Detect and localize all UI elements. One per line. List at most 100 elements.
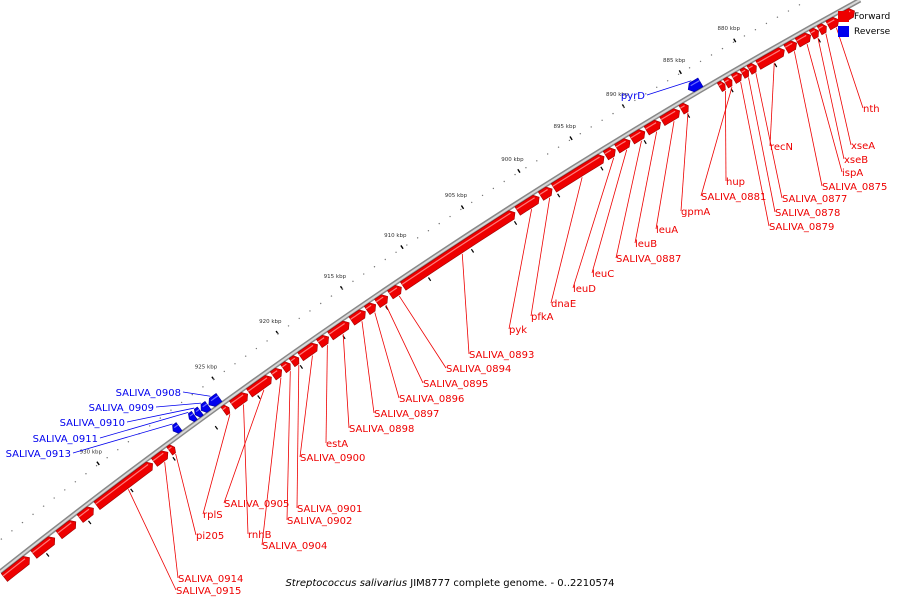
gene-label-SALIVA_0877[interactable]: SALIVA_0877 bbox=[782, 194, 847, 205]
gene-arrow-SALIVA_0895[interactable] bbox=[374, 294, 389, 308]
gene-arrow-SALIVA_0877[interactable] bbox=[746, 62, 757, 75]
gene-label-hup[interactable]: hup bbox=[726, 177, 745, 188]
gene-label-pyrD[interactable]: pyrD bbox=[621, 91, 645, 102]
gene-arrow-gpmA[interactable] bbox=[678, 102, 689, 115]
gene-arrow-pyk[interactable] bbox=[514, 194, 540, 216]
gene-label-SALIVA_0913[interactable]: SALIVA_0913 bbox=[6, 449, 71, 460]
gene-arrow-highlight bbox=[247, 377, 268, 392]
gene-label-SALIVA_0911[interactable]: SALIVA_0911 bbox=[33, 434, 98, 445]
gene-arrow[interactable] bbox=[76, 506, 94, 523]
gene-arrow-xseB[interactable] bbox=[808, 27, 819, 40]
gene-arrow-pyrD[interactable] bbox=[687, 77, 704, 93]
gene-arrow[interactable] bbox=[0, 556, 30, 582]
gene-label-leuD[interactable]: leuD bbox=[573, 284, 596, 295]
gene-label-SALIVA_0875[interactable]: SALIVA_0875 bbox=[822, 182, 887, 193]
gene-arrow-SALIVA_0896[interactable] bbox=[363, 302, 377, 315]
gene-label-SALIVA_0905[interactable]: SALIVA_0905 bbox=[224, 499, 289, 510]
gene-arrow-leuB[interactable] bbox=[643, 119, 661, 136]
gene-label-SALIVA_0914[interactable]: SALIVA_0914 bbox=[178, 574, 243, 585]
gene-arrow[interactable] bbox=[55, 520, 77, 540]
gene-arrow-recN[interactable] bbox=[755, 47, 785, 70]
gene-arrow-SALIVA_0900[interactable] bbox=[297, 342, 318, 362]
gene-label-pfkA[interactable]: pfkA bbox=[531, 312, 554, 323]
gene-label-SALIVA_0894[interactable]: SALIVA_0894 bbox=[446, 364, 511, 375]
gene-arrow-ispA[interactable] bbox=[794, 32, 812, 48]
gene-arrow[interactable] bbox=[30, 536, 56, 559]
gene-arrow-nth[interactable] bbox=[825, 16, 840, 31]
gene-arrow-hup[interactable] bbox=[716, 80, 726, 92]
gene-arrow-SALIVA_0875[interactable] bbox=[783, 40, 798, 54]
gene-label-SALIVA_0887[interactable]: SALIVA_0887 bbox=[616, 254, 681, 265]
gene-arrow-pfkA[interactable] bbox=[537, 186, 553, 201]
gene-arrow-SALIVA_0901[interactable] bbox=[288, 355, 300, 368]
legend-forward-label: Forward bbox=[854, 11, 891, 22]
gene-arrow-leuA[interactable] bbox=[659, 108, 680, 126]
gene-arrow-leuC[interactable] bbox=[614, 138, 631, 154]
gene-arrow-SALIVA_0911[interactable] bbox=[188, 410, 198, 423]
gene-arrow-highlight bbox=[810, 30, 816, 34]
gene-label-SALIVA_0898[interactable]: SALIVA_0898 bbox=[349, 424, 414, 435]
gene-label-SALIVA_0900[interactable]: SALIVA_0900 bbox=[300, 453, 365, 464]
gene-label-SALIVA_0878[interactable]: SALIVA_0878 bbox=[775, 208, 840, 219]
gene-arrow-SALIVA_0902[interactable] bbox=[280, 361, 291, 374]
gene-arrow-SALIVA_0909[interactable] bbox=[200, 401, 212, 413]
gene-arrow-SALIVA_0905[interactable] bbox=[246, 375, 272, 398]
gene-label-SALIVA_0896[interactable]: SALIVA_0896 bbox=[399, 394, 464, 405]
gene-label-SALIVA_0902[interactable]: SALIVA_0902 bbox=[287, 516, 352, 527]
gene-label-SALIVA_0895[interactable]: SALIVA_0895 bbox=[423, 379, 488, 390]
gene-arrow-SALIVA_0879[interactable] bbox=[730, 71, 742, 84]
gene-label-nth[interactable]: nth bbox=[863, 104, 880, 115]
gene-arrow-SALIVA_0898[interactable] bbox=[327, 320, 350, 341]
gene-arrow-xseA[interactable] bbox=[816, 23, 827, 36]
gene-arrow-rnhB[interactable] bbox=[229, 392, 248, 410]
gene-arrow-dnaE[interactable] bbox=[550, 154, 605, 193]
gene-label-SALIVA_0909[interactable]: SALIVA_0909 bbox=[89, 403, 154, 414]
gene-arrow-leuD[interactable] bbox=[602, 147, 616, 161]
gene-label-dnaE[interactable]: dnaE bbox=[551, 299, 576, 310]
gene-label-SALIVA_0881[interactable]: SALIVA_0881 bbox=[701, 192, 766, 203]
gene-label-SALIVA_0904[interactable]: SALIVA_0904 bbox=[262, 541, 327, 552]
gene-label-pi205[interactable]: pi205 bbox=[196, 531, 224, 542]
gene-arrow-SALIVA_0910[interactable] bbox=[193, 406, 204, 418]
gene-arrow-SALIVA_0904[interactable] bbox=[269, 367, 283, 381]
gene-label-recN[interactable]: recN bbox=[770, 142, 793, 153]
gene-label-SALIVA_0910[interactable]: SALIVA_0910 bbox=[60, 418, 125, 429]
gene-label-estA[interactable]: estA bbox=[326, 439, 348, 450]
gene-arrow-SALIVA_0908[interactable] bbox=[208, 392, 223, 407]
gene-arrow-SALIVA_0878[interactable] bbox=[739, 67, 749, 79]
gene-arrow-SALIVA_0893[interactable] bbox=[399, 210, 516, 291]
gene-arrow-SALIVA_0913[interactable] bbox=[172, 422, 183, 434]
gene-arrow-SALIVA_0887[interactable] bbox=[628, 129, 646, 145]
scale-inner-tick bbox=[470, 248, 475, 253]
gene-label-SALIVA_0897[interactable]: SALIVA_0897 bbox=[374, 409, 439, 420]
gene-label-pyk[interactable]: pyk bbox=[509, 325, 527, 336]
gene-label-SALIVA_0879[interactable]: SALIVA_0879 bbox=[769, 222, 834, 233]
gene-arrow-SALIVA_0894[interactable] bbox=[387, 285, 402, 300]
gene-arrow-SALIVA_0881[interactable] bbox=[722, 76, 733, 89]
gene-arrow-estA[interactable] bbox=[315, 334, 329, 348]
scale-minor-tick bbox=[352, 280, 354, 283]
gene-arrow-rplS[interactable] bbox=[220, 404, 231, 416]
gene-arrow-SALIVA_0897[interactable] bbox=[348, 309, 366, 326]
gene-arrow-pi205[interactable] bbox=[166, 444, 176, 456]
gene-label-ispA[interactable]: ispA bbox=[842, 168, 863, 179]
gene-label-leuC[interactable]: leuC bbox=[592, 269, 614, 280]
gene-arrow-highlight bbox=[818, 25, 823, 30]
gene-label-leuA[interactable]: leuA bbox=[656, 225, 678, 236]
leader-line-gpmA bbox=[680, 112, 689, 212]
gene-arrow-SALIVA_0915[interactable] bbox=[93, 461, 153, 511]
gene-label-gpmA[interactable]: gpmA bbox=[681, 207, 710, 218]
gene-label-rplS[interactable]: rplS bbox=[203, 510, 223, 521]
gene-label-SALIVA_0893[interactable]: SALIVA_0893 bbox=[469, 350, 534, 361]
gene-label-SALIVA_0901[interactable]: SALIVA_0901 bbox=[297, 504, 362, 515]
scale-minor-tick bbox=[21, 521, 24, 524]
scale-minor-tick bbox=[170, 409, 172, 411]
gene-label-leuB[interactable]: leuB bbox=[635, 239, 657, 250]
gene-label-xseA[interactable]: xseA bbox=[851, 141, 875, 152]
gene-label-SALIVA_0908[interactable]: SALIVA_0908 bbox=[116, 388, 181, 399]
gene-label-rnhB[interactable]: rnhB bbox=[248, 530, 272, 541]
caption-species: Streptococcus salivarius bbox=[285, 578, 408, 589]
gene-label-SALIVA_0915[interactable]: SALIVA_0915 bbox=[176, 586, 241, 597]
gene-label-xseB[interactable]: xseB bbox=[844, 155, 868, 166]
gene-arrow-SALIVA_0914[interactable] bbox=[150, 450, 169, 467]
